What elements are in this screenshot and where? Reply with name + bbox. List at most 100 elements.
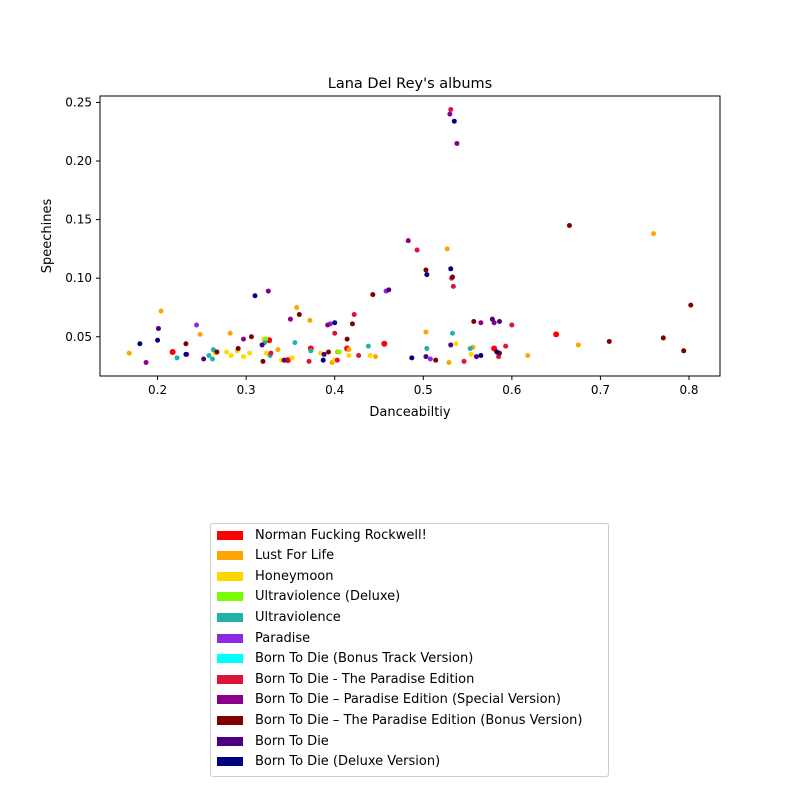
data-point-series-7 xyxy=(306,358,312,364)
data-point-series-0 xyxy=(381,340,388,347)
legend-item: Born To Die – Paradise Edition (Special … xyxy=(217,692,561,708)
legend-label: Born To Die xyxy=(255,733,329,749)
data-point-series-9 xyxy=(183,341,189,347)
data-point-series-8 xyxy=(447,111,453,117)
data-point-series-9 xyxy=(433,357,439,363)
legend-item: Born To Die xyxy=(217,733,329,749)
legend-label: Ultraviolence xyxy=(255,609,341,625)
data-point-series-11 xyxy=(448,266,454,272)
data-point-series-2 xyxy=(453,341,459,347)
data-point-series-7 xyxy=(414,247,420,253)
legend-label: Ultraviolence (Deluxe) xyxy=(255,589,401,605)
data-point-series-11 xyxy=(451,118,457,124)
data-point-series-7 xyxy=(334,357,340,363)
data-point-series-2 xyxy=(289,355,295,361)
data-point-series-7 xyxy=(509,322,515,328)
data-point-series-7 xyxy=(461,358,467,364)
data-point-series-7 xyxy=(356,352,362,358)
x-axis-label: Danceabiltiy xyxy=(369,405,451,420)
data-point-series-10 xyxy=(321,351,327,357)
data-point-series-4 xyxy=(308,348,314,354)
data-point-series-1 xyxy=(446,360,452,366)
data-point-series-8 xyxy=(265,288,271,294)
data-point-series-0 xyxy=(553,331,560,338)
legend-swatch xyxy=(217,695,243,705)
data-point-series-2 xyxy=(240,354,246,360)
data-point-series-9 xyxy=(260,358,266,364)
x-tick-label: 0.3 xyxy=(237,383,256,397)
x-tick-label: 0.6 xyxy=(502,383,521,397)
chart-legend: Norman Fucking Rockwell! Lust For Life Hon… xyxy=(210,523,609,777)
data-point-series-9 xyxy=(214,349,220,355)
y-tick-label: 0.05 xyxy=(65,330,92,344)
data-point-series-8 xyxy=(240,336,246,342)
legend-swatch xyxy=(217,612,243,622)
legend-item: Born To Die (Deluxe Version) xyxy=(217,754,440,770)
data-point-series-1 xyxy=(126,350,132,356)
data-point-series-4 xyxy=(450,330,456,336)
legend-swatch xyxy=(217,715,243,725)
x-tick-label: 0.8 xyxy=(679,383,698,397)
y-tick-label: 0.20 xyxy=(65,154,92,168)
legend-label: Born To Die – The Paradise Edition (Bonu… xyxy=(255,712,583,728)
data-point-series-9 xyxy=(660,335,666,341)
data-point-series-11 xyxy=(424,272,430,278)
data-point-series-4 xyxy=(174,355,180,361)
legend-label: Born To Die - The Paradise Edition xyxy=(255,671,475,687)
legend-swatch xyxy=(217,571,243,581)
data-point-series-9 xyxy=(349,321,355,327)
legend-label: Honeymoon xyxy=(255,568,334,584)
data-point-series-11 xyxy=(332,320,338,326)
data-point-series-9 xyxy=(326,349,332,355)
data-point-series-3 xyxy=(336,349,342,355)
y-axis-label: Speechines xyxy=(40,199,55,274)
legend-swatch xyxy=(217,757,243,767)
data-point-series-9 xyxy=(423,267,429,273)
legend-label: Lust For Life xyxy=(255,548,335,564)
legend-item: Honeymoon xyxy=(217,568,333,584)
data-point-series-11 xyxy=(494,349,500,355)
legend-swatch xyxy=(217,736,243,746)
data-point-series-10 xyxy=(155,326,161,332)
y-tick-label: 0.10 xyxy=(65,271,92,285)
data-point-series-5 xyxy=(194,322,200,328)
data-point-series-10 xyxy=(448,342,454,348)
legend-item: Born To Die - The Paradise Edition xyxy=(217,671,474,687)
data-point-series-1 xyxy=(651,231,657,237)
data-point-series-9 xyxy=(681,348,687,354)
data-point-series-2 xyxy=(224,349,230,355)
legend-item: Born To Die – The Paradise Edition (Bonu… xyxy=(217,712,583,728)
legend-item: Ultraviolence xyxy=(217,609,341,625)
data-point-series-9 xyxy=(606,338,612,344)
data-point-series-2 xyxy=(247,350,253,356)
data-point-series-1 xyxy=(525,352,531,358)
data-point-series-7 xyxy=(332,330,338,336)
data-point-series-7 xyxy=(503,343,509,349)
x-tick-label: 0.2 xyxy=(148,383,167,397)
y-tick-label: 0.15 xyxy=(65,213,92,227)
data-point-series-10 xyxy=(496,319,502,325)
data-point-series-1 xyxy=(275,347,281,353)
x-tick-label: 0.5 xyxy=(414,383,433,397)
data-point-series-8 xyxy=(405,238,411,244)
data-point-series-0 xyxy=(284,357,291,364)
data-point-series-0 xyxy=(169,348,176,355)
data-point-series-10 xyxy=(423,354,429,360)
data-point-series-4 xyxy=(209,356,215,362)
data-point-series-7 xyxy=(268,350,274,356)
data-point-series-2 xyxy=(468,351,474,357)
data-point-series-9 xyxy=(235,345,241,351)
data-point-series-2 xyxy=(264,350,270,356)
plot-frame xyxy=(99,95,721,377)
data-point-series-8 xyxy=(143,360,149,366)
data-point-series-9 xyxy=(566,222,572,228)
legend-swatch xyxy=(217,674,243,684)
data-point-series-1 xyxy=(423,329,429,335)
data-point-series-2 xyxy=(228,352,234,358)
data-point-series-4 xyxy=(424,345,430,351)
data-point-series-1 xyxy=(294,304,300,310)
legend-label: Born To Die (Deluxe Version) xyxy=(255,754,441,770)
legend-label: Born To Die – Paradise Edition (Special … xyxy=(255,692,561,708)
data-point-series-1 xyxy=(227,330,233,336)
